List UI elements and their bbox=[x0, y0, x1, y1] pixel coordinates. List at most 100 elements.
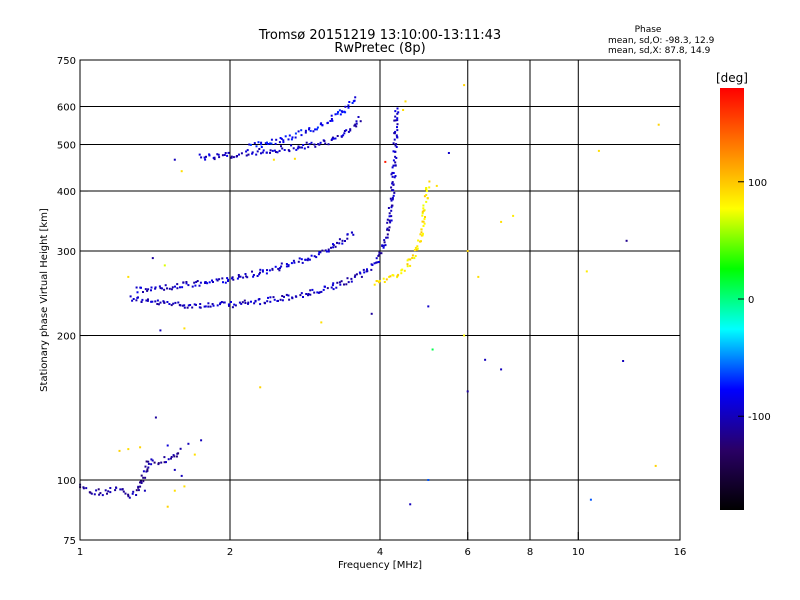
data-point bbox=[106, 492, 108, 495]
data-point bbox=[187, 284, 190, 287]
data-point bbox=[315, 256, 318, 259]
data-point bbox=[213, 156, 216, 159]
data-point bbox=[420, 240, 422, 243]
phase-stats-x: mean, sd,X: 87.8, 14.9 bbox=[608, 46, 711, 56]
data-point bbox=[146, 289, 149, 292]
data-point bbox=[395, 143, 398, 146]
data-point bbox=[394, 161, 397, 164]
data-point bbox=[300, 258, 303, 261]
data-point bbox=[244, 273, 247, 275]
data-point bbox=[121, 488, 124, 491]
data-point bbox=[589, 498, 592, 501]
data-point bbox=[349, 129, 352, 132]
data-point bbox=[347, 104, 350, 107]
data-point bbox=[163, 288, 166, 291]
data-point bbox=[318, 291, 321, 294]
data-point bbox=[322, 288, 325, 291]
data-point bbox=[156, 299, 159, 302]
data-point bbox=[145, 299, 148, 302]
data-point bbox=[343, 283, 345, 286]
data-point bbox=[395, 157, 398, 159]
data-point bbox=[253, 302, 256, 305]
data-point bbox=[396, 136, 399, 139]
data-point bbox=[585, 270, 588, 273]
data-point bbox=[216, 153, 219, 156]
data-point bbox=[466, 390, 469, 393]
data-point bbox=[170, 457, 172, 460]
data-point bbox=[325, 250, 328, 253]
data-point bbox=[95, 489, 98, 492]
data-point bbox=[420, 228, 423, 231]
data-point bbox=[304, 129, 307, 132]
data-point bbox=[146, 469, 149, 472]
data-point bbox=[206, 282, 209, 285]
data-point bbox=[394, 164, 397, 167]
data-point bbox=[288, 298, 291, 301]
data-point bbox=[424, 216, 426, 218]
data-point bbox=[386, 218, 389, 221]
data-point bbox=[85, 487, 88, 490]
data-point bbox=[193, 303, 196, 306]
data-point bbox=[147, 288, 150, 291]
data-point bbox=[331, 284, 334, 287]
data-point bbox=[255, 153, 258, 156]
x-tick-label: 1 bbox=[77, 547, 83, 558]
x-tick-label: 8 bbox=[527, 547, 533, 558]
data-point bbox=[150, 289, 152, 292]
data-point bbox=[211, 303, 214, 305]
data-point bbox=[370, 268, 373, 271]
data-point bbox=[271, 268, 274, 271]
data-point bbox=[355, 122, 358, 125]
data-point bbox=[354, 123, 357, 126]
data-point bbox=[320, 321, 323, 324]
data-point bbox=[180, 474, 183, 477]
data-point bbox=[193, 281, 196, 284]
data-point bbox=[157, 462, 160, 465]
data-point bbox=[353, 124, 356, 127]
data-point bbox=[386, 221, 389, 224]
data-point bbox=[314, 128, 317, 131]
data-point bbox=[173, 489, 176, 492]
data-point bbox=[247, 153, 250, 156]
data-point bbox=[392, 183, 395, 186]
data-point bbox=[354, 96, 357, 99]
data-point bbox=[179, 286, 181, 289]
data-point bbox=[181, 304, 184, 307]
data-point bbox=[198, 153, 201, 156]
data-point bbox=[422, 225, 425, 227]
data-point bbox=[341, 242, 344, 245]
data-point bbox=[422, 207, 425, 210]
data-point bbox=[300, 129, 303, 132]
data-point bbox=[287, 265, 290, 268]
data-point bbox=[258, 148, 261, 150]
data-point bbox=[219, 303, 221, 306]
data-point bbox=[167, 458, 170, 461]
data-point bbox=[166, 505, 169, 508]
data-point bbox=[314, 145, 317, 148]
data-point bbox=[238, 153, 240, 156]
data-point bbox=[219, 301, 222, 304]
colorbar-ticks: 100 0 -100 bbox=[738, 178, 771, 423]
data-point bbox=[378, 251, 381, 254]
data-point bbox=[657, 123, 660, 126]
data-point bbox=[274, 265, 277, 268]
data-point bbox=[375, 257, 378, 260]
data-point bbox=[131, 492, 134, 495]
data-point bbox=[397, 111, 400, 114]
data-point bbox=[294, 136, 297, 139]
data-point bbox=[203, 156, 206, 159]
data-point bbox=[308, 127, 311, 130]
data-point bbox=[257, 141, 260, 144]
data-point bbox=[170, 288, 173, 291]
data-point bbox=[114, 489, 117, 492]
data-point bbox=[154, 300, 157, 303]
data-point bbox=[293, 157, 296, 160]
data-point bbox=[280, 262, 283, 265]
data-point bbox=[142, 470, 145, 473]
data-point bbox=[267, 143, 269, 145]
data-point bbox=[220, 301, 223, 303]
data-point bbox=[275, 151, 277, 153]
data-point bbox=[183, 327, 186, 330]
data-point bbox=[394, 110, 397, 113]
data-point bbox=[248, 143, 251, 146]
